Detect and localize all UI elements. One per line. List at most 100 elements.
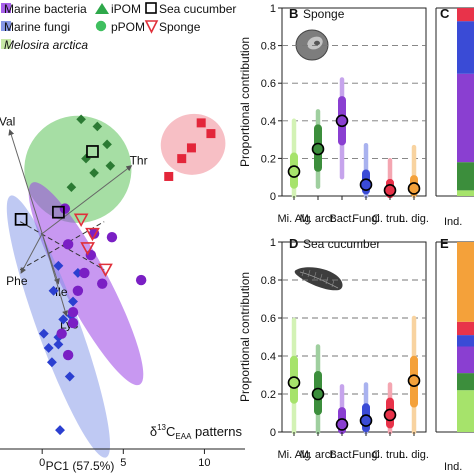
panel-letter-b: B (289, 6, 298, 21)
legend-label-sea-cucumber: Sea cucumber (159, 2, 236, 16)
ipom-point (66, 182, 77, 192)
stacked-segment (457, 21, 474, 74)
ellipse-marine-bacteria (28, 182, 144, 386)
group-ellipses (6, 113, 226, 458)
bacteria-point (85, 249, 97, 261)
individual-panel-e: E Ind. (435, 236, 474, 473)
y-tick-label: 0.4 (261, 116, 276, 128)
legend-label-sponge: Sponge (159, 20, 201, 34)
category-label: Mi. Alg (277, 449, 310, 461)
bacteria-point (62, 349, 74, 361)
y-tick-label: 0.2 (261, 389, 276, 401)
bacteria-point (97, 278, 108, 289)
legend-square-icon (145, 2, 157, 14)
ppom-point (206, 129, 216, 139)
annotation-suffix: patterns (191, 424, 242, 439)
median-point (359, 414, 373, 427)
ppom-point (164, 171, 174, 181)
median-point (359, 178, 373, 192)
sponge-silhouette-icon (295, 29, 329, 61)
ipom-point (92, 121, 103, 132)
stacked-segment (457, 190, 474, 196)
sponge-panel: B Sponge (289, 6, 345, 61)
legend-swatch-fungi (1, 21, 11, 31)
bacteria-point (56, 328, 67, 339)
legend-circle-icon (95, 20, 107, 32)
ipom-point (105, 160, 116, 171)
median-point (383, 184, 397, 197)
panel-title-sea-cucumber: Sea cucumber (303, 237, 380, 251)
x-tick-label: 5 (120, 457, 126, 469)
bacteria-point (62, 239, 74, 250)
loading-arrow-val (8, 129, 43, 234)
interval-plots: 0 0.2 0.4 0.6 0.8 1 Proportional contribution M… (238, 3, 429, 461)
stacked-segment (457, 162, 474, 191)
individual-panel-c: C Ind. (435, 6, 474, 228)
median-point (383, 408, 397, 422)
legend-label-ipom: iPOM (111, 2, 141, 16)
fungi-point (55, 425, 65, 436)
median-point (287, 165, 301, 178)
category-label: Bact. (329, 449, 354, 461)
loading-label-thr: Thr (130, 153, 148, 167)
dashed-reference-line (19, 221, 105, 271)
legend-triangle-icon (95, 3, 109, 14)
stacked-segment (457, 390, 474, 432)
interval-panel-d: 0 0.2 0.4 0.6 0.8 1 Proportional contribution M… (238, 237, 429, 461)
sea-cucumber-point (52, 205, 65, 219)
stacked-segment (457, 373, 474, 391)
ppom-point (186, 143, 196, 153)
loading-arrow-lys (41, 233, 68, 317)
y-axis-title: Proportional contribution (238, 272, 252, 402)
annotation-sub: EAA (175, 432, 192, 441)
y-tick-label: 0.2 (261, 153, 276, 165)
category-label: L. dig. (399, 449, 429, 461)
pca-x-axis-title: PC1 (57.5%) (46, 459, 115, 473)
median-point (287, 376, 301, 389)
median-point (335, 114, 349, 128)
y-tick-label: 0.4 (261, 351, 276, 363)
loading-label-phe: Phe (6, 274, 28, 288)
panel-letter-d: D (289, 236, 298, 251)
legend-label-bacteria: Marine bacteria (4, 2, 87, 16)
y-tick-label: 0.6 (261, 313, 276, 325)
bacteria-point (67, 317, 79, 329)
legend-label-ppom: pPOM (111, 20, 145, 34)
y-axis-title: Proportional contribution (238, 37, 252, 167)
c-category-label: Ind. (444, 216, 462, 228)
category-label: M. arct. (300, 213, 337, 225)
stacked-segment (457, 73, 474, 163)
sea-cucumber-silhouette-icon (294, 267, 343, 291)
x-tick-label: 10 (198, 457, 210, 469)
category-label: M. arct. (300, 449, 337, 461)
y-tick-label: 1 (270, 237, 276, 249)
legend: Marine bacteria iPOM Sea cucumber Marine… (1, 2, 236, 52)
category-label: C. trun. (372, 213, 408, 225)
sea-cucumber-point (86, 145, 99, 158)
panel-frame (281, 7, 427, 197)
stacked-segment (457, 321, 474, 336)
legend-swatch-bacteria (1, 3, 11, 13)
sea-cucumber-panel: D Sea cucumber (289, 236, 380, 291)
loading-label-val: Val (0, 114, 15, 128)
annotation-delta: δ (150, 424, 157, 439)
median-point (311, 142, 325, 156)
category-label: L. dig. (399, 213, 429, 225)
bacteria-point (79, 267, 90, 279)
legend-label-melosira: Melosira arctica (4, 38, 88, 52)
stacked-segment (457, 242, 474, 322)
ipom-point (76, 114, 86, 125)
sponge-point (80, 242, 95, 256)
sponge-point (98, 263, 113, 278)
ipom-point (102, 139, 112, 150)
bacteria-point (72, 285, 84, 296)
legend-label-fungi: Marine fungi (4, 20, 70, 34)
panel-letter-e: E (440, 236, 449, 251)
median-point (311, 387, 325, 401)
y-tick-label: 0 (270, 191, 276, 203)
stacked-segment (457, 346, 474, 374)
bacteria-point (106, 232, 118, 243)
category-label: Fungi (352, 213, 380, 225)
